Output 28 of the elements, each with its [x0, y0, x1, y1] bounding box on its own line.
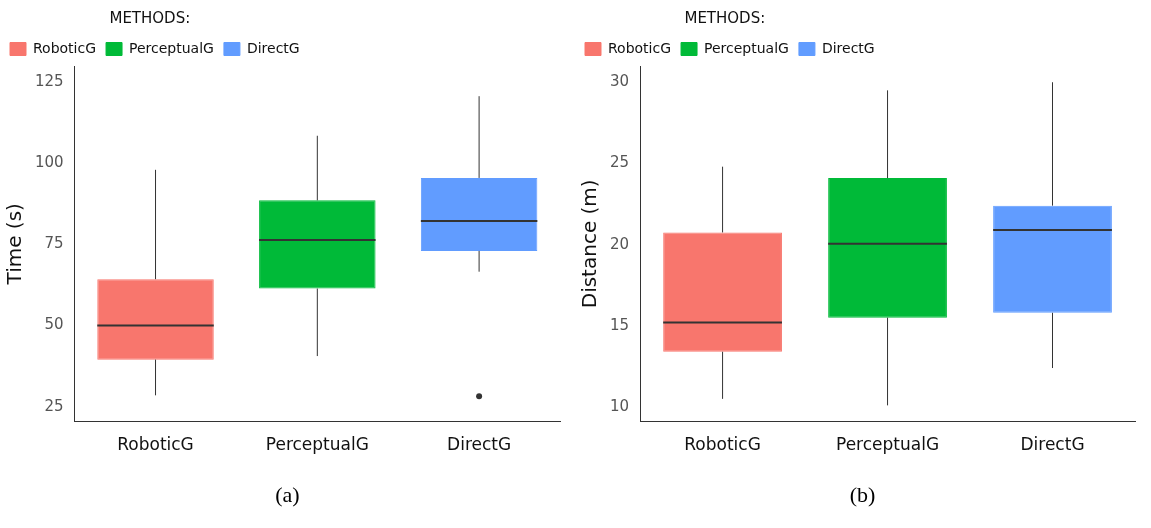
x-tick-label: PerceptualG	[265, 434, 369, 455]
x-tick-label: PerceptualG	[836, 434, 940, 455]
y-axis-title: Distance (m)	[577, 179, 602, 309]
y-tick-label: 100	[34, 153, 64, 172]
y-tick-label: 25	[44, 396, 64, 415]
y-tick-label: 10	[609, 396, 630, 415]
y-tick-label: 15	[609, 315, 630, 334]
legend-label: DirectG	[246, 39, 300, 56]
y-tick-label: 75	[44, 234, 64, 253]
text: (a)	[274, 482, 301, 508]
y-tick-label: 30	[609, 72, 630, 91]
legend-title: METHODS:	[684, 9, 766, 28]
legend-label: DirectG	[821, 39, 875, 56]
x-tick-label: RoboticG	[684, 434, 761, 455]
legend-title: METHODS:	[109, 9, 191, 28]
x-tick-label: RoboticG	[117, 434, 194, 455]
y-tick-label: 125	[34, 72, 64, 91]
y-axis-title: Time (s)	[2, 203, 27, 286]
x-tick-label: DirectG	[447, 434, 512, 455]
y-tick-label: 50	[44, 315, 64, 334]
legend-label: PerceptualG	[704, 39, 789, 56]
text: (b)	[848, 482, 877, 508]
legend-label: RoboticG	[33, 39, 97, 56]
y-tick-label: 20	[609, 234, 630, 253]
legend-label: PerceptualG	[129, 39, 214, 56]
legend-label: RoboticG	[608, 39, 672, 56]
x-tick-label: DirectG	[1020, 434, 1085, 455]
y-tick-label: 25	[609, 153, 630, 172]
